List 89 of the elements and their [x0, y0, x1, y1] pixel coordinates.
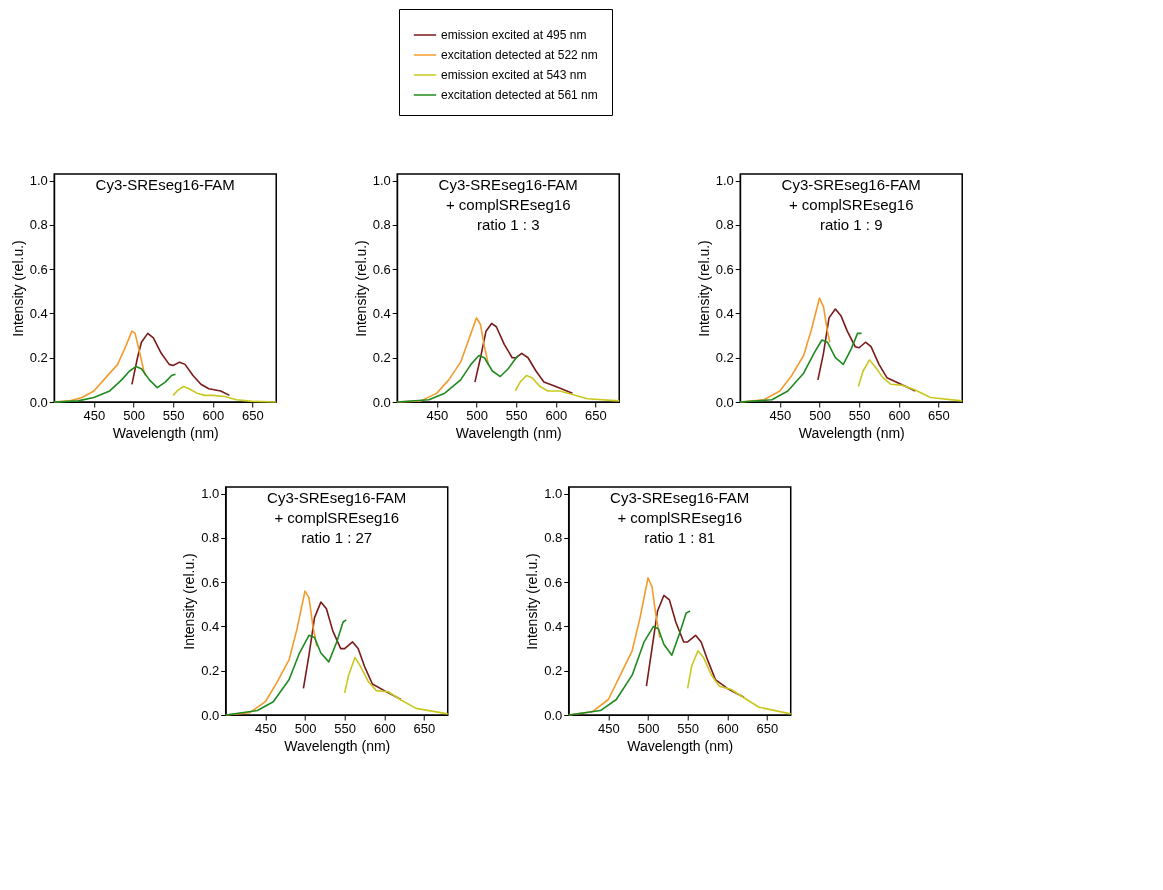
- x-tick-label: 650: [585, 407, 607, 423]
- line-series: [53, 365, 177, 403]
- y-tick-label: 0.4: [29, 305, 48, 321]
- y-tick-label: 0.2: [715, 350, 734, 366]
- y-tick-label: 0.0: [29, 394, 48, 410]
- chart-title: Cy3-SREseg16-FAM: [95, 176, 235, 193]
- x-tick-label: 450: [598, 720, 620, 736]
- y-tick-label: 0.8: [544, 530, 563, 546]
- line-series: [474, 322, 574, 394]
- line-series: [302, 601, 402, 701]
- text: Cy3-SREseg16-FAM + complSREseg16 ratio 1 : 27: [267, 489, 407, 546]
- y-tick-label: 1.0: [715, 173, 734, 189]
- x-tick-label: 450: [426, 407, 449, 423]
- y-tick-label: 0.4: [201, 618, 220, 634]
- x-axis-title: Wavelength (nm): [284, 737, 391, 754]
- y-tick-label: 0.6: [715, 261, 734, 277]
- y-tick-label: 0.8: [372, 217, 391, 233]
- y-tick-label: 1.0: [201, 486, 220, 502]
- x-tick-label: 500: [123, 407, 145, 423]
- line-series: [645, 594, 745, 699]
- y-axis-title: Intensity (rel.u.): [181, 553, 198, 650]
- text: Cy3-SREseg16-FAM + complSREseg16 ratio 1 : 9: [781, 176, 921, 233]
- x-tick-label: 650: [242, 407, 264, 423]
- y-tick-label: 0.8: [29, 217, 48, 233]
- y-tick-label: 0.0: [544, 707, 563, 723]
- y-tick-label: 0.0: [715, 394, 734, 410]
- x-tick-label: 550: [848, 407, 871, 423]
- line-series: [172, 385, 278, 403]
- x-tick-label: 600: [545, 407, 568, 423]
- x-tick-label: 600: [202, 407, 225, 423]
- line-series: [686, 650, 792, 715]
- x-tick-label: 550: [334, 720, 357, 736]
- y-tick-label: 0.8: [715, 217, 734, 233]
- y-tick-label: 0.2: [201, 663, 220, 679]
- x-axis-title: Wavelength (nm): [455, 424, 562, 441]
- legend-label: excitation detected at 561 nm: [441, 88, 598, 102]
- y-tick-label: 1.0: [372, 173, 391, 189]
- x-tick-label: 450: [769, 407, 792, 423]
- line-series: [514, 374, 621, 402]
- x-tick-label: 650: [413, 720, 436, 736]
- y-axis-title: Intensity (rel.u.): [524, 553, 541, 650]
- x-tick-label: 600: [888, 407, 911, 423]
- x-tick-label: 500: [294, 720, 317, 736]
- text: Cy3-SREseg16-FAM + complSREseg16 ratio 1 : 81: [610, 489, 750, 546]
- line-series: [396, 354, 520, 403]
- y-axis-title: Intensity (rel.u.): [695, 240, 712, 337]
- x-tick-label: 650: [928, 407, 950, 423]
- line-series: [739, 332, 863, 403]
- y-tick-label: 0.6: [372, 261, 391, 277]
- y-tick-label: 0.0: [372, 394, 391, 410]
- text: Cy3-SREseg16-FAM + complSREseg16 ratio 1 : 3: [438, 176, 578, 233]
- line-series: [567, 610, 691, 716]
- line-series: [224, 619, 348, 716]
- y-tick-label: 0.4: [715, 305, 734, 321]
- legend-label: emission excited at 495 nm: [441, 28, 587, 42]
- y-tick-label: 0.6: [29, 261, 48, 277]
- y-tick-label: 0.2: [29, 350, 48, 366]
- y-axis-title: Intensity (rel.u.): [9, 240, 26, 337]
- y-tick-label: 0.6: [544, 574, 563, 590]
- x-tick-label: 450: [255, 720, 277, 736]
- y-tick-label: 1.0: [544, 486, 563, 502]
- y-tick-label: 0.0: [201, 707, 220, 723]
- legend-label: emission excited at 543 nm: [441, 68, 587, 82]
- x-axis-title: Wavelength (nm): [627, 737, 734, 754]
- y-axis-title: Intensity (rel.u.): [352, 240, 369, 337]
- x-tick-label: 500: [809, 407, 831, 423]
- y-tick-label: 0.8: [201, 530, 220, 546]
- line-series: [343, 656, 449, 715]
- x-tick-label: 550: [677, 720, 700, 736]
- y-tick-label: 0.2: [544, 663, 563, 679]
- x-tick-label: 650: [756, 720, 779, 736]
- x-tick-label: 600: [373, 720, 396, 736]
- x-tick-label: 500: [637, 720, 660, 736]
- y-tick-label: 0.6: [201, 574, 220, 590]
- legend-label: excitation detected at 522 nm: [441, 48, 598, 62]
- x-tick-label: 550: [505, 407, 528, 423]
- y-tick-label: 0.2: [372, 350, 391, 366]
- y-tick-label: 0.4: [372, 305, 391, 321]
- x-axis-title: Wavelength (nm): [798, 424, 905, 441]
- x-tick-label: 450: [83, 407, 106, 423]
- x-tick-label: 550: [162, 407, 185, 423]
- x-axis-title: Wavelength (nm): [112, 424, 219, 441]
- x-tick-label: 600: [716, 720, 739, 736]
- line-series: [857, 359, 964, 402]
- x-tick-label: 500: [466, 407, 488, 423]
- line-series: [131, 332, 231, 397]
- y-tick-label: 1.0: [29, 173, 48, 189]
- y-tick-label: 0.4: [544, 618, 563, 634]
- line-series: [817, 308, 917, 392]
